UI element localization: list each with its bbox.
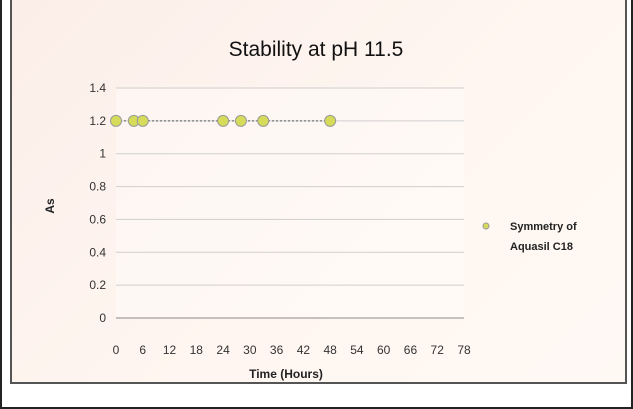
x-tick-label: 78 <box>457 343 471 357</box>
chart-area: Stability at pH 11.5 0 0.2 0.4 0.6 0.8 1 1.2 1.… <box>10 0 627 384</box>
y-tick-label: 0.4 <box>89 245 106 259</box>
data-point <box>136 114 149 127</box>
legend-label-line: Aquasil C18 <box>510 241 573 253</box>
legend: Symmetry of Aquasil C18 <box>482 221 577 253</box>
x-tick-label: 48 <box>323 343 337 357</box>
chart-title: Stability at pH 11.5 <box>229 38 404 61</box>
x-tick-label: 18 <box>190 343 204 357</box>
x-axis-label: Time (Hours) <box>249 367 323 381</box>
plot-background <box>116 88 464 318</box>
grid-lines <box>116 87 464 319</box>
x-tick-labels: 0 6 12 18 24 30 36 42 48 54 60 66 72 78 <box>113 343 471 357</box>
x-tick-label: 12 <box>163 343 177 357</box>
legend-label-line: Symmetry of <box>510 221 577 233</box>
y-tick-label: 1.4 <box>89 81 106 95</box>
y-tick-label: 0.8 <box>89 180 106 194</box>
x-tick-label: 0 <box>113 343 120 357</box>
x-tick-label: 30 <box>243 343 257 357</box>
stability-chart: Stability at pH 11.5 0 0.2 0.4 0.6 0.8 1 1.2 1.… <box>43 38 577 381</box>
data-series <box>110 114 337 127</box>
y-axis-label: As <box>43 198 57 214</box>
data-point <box>234 114 247 127</box>
y-tick-labels: 0 0.2 0.4 0.6 0.8 1 1.2 1.4 <box>89 81 106 325</box>
x-tick-label: 60 <box>377 343 391 357</box>
y-tick-label: 0.2 <box>89 278 106 292</box>
y-tick-label: 1.2 <box>89 114 106 128</box>
data-point <box>217 114 230 127</box>
legend-marker <box>482 222 490 230</box>
x-tick-label: 66 <box>404 343 418 357</box>
data-point <box>110 114 122 127</box>
x-tick-label: 72 <box>431 343 445 357</box>
x-tick-label: 36 <box>270 343 284 357</box>
y-tick-label: 1 <box>99 147 106 161</box>
x-tick-label: 42 <box>297 343 311 357</box>
y-tick-label: 0.6 <box>89 212 106 226</box>
legend-label: Symmetry of Aquasil C18 <box>510 221 577 253</box>
x-tick-label: 6 <box>139 343 146 357</box>
y-tick-label: 0 <box>99 311 106 325</box>
data-point <box>257 114 270 127</box>
x-tick-label: 54 <box>350 343 364 357</box>
data-point <box>324 114 337 127</box>
x-tick-label: 24 <box>216 343 230 357</box>
